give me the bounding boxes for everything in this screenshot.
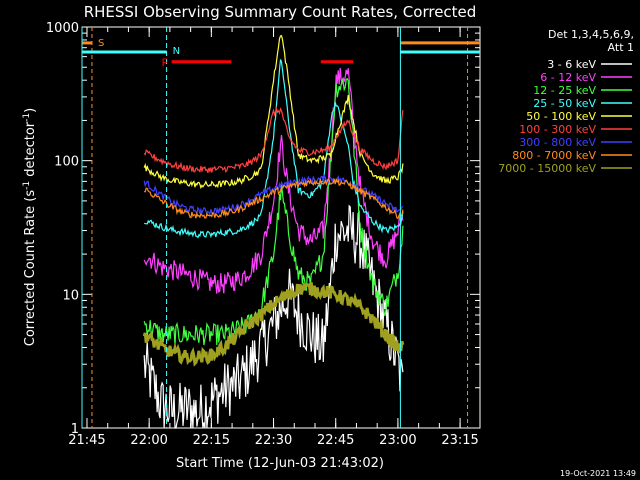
y-axis-label: Corrected Count Rate (s-1 detector-1) (22, 108, 38, 346)
y-tick-label: 1 (71, 422, 79, 437)
series-line (143, 204, 404, 429)
x-tick-label: 22:00 (130, 433, 167, 448)
series-layer (142, 34, 405, 429)
y-axis-label-part: -1 (22, 113, 32, 122)
y-tick-label: 100 (54, 155, 79, 170)
chart-title: RHESSI Observing Summary Count Rates, Co… (84, 3, 477, 21)
x-axis-label: Start Time (12-Jun-03 21:43:02) (176, 456, 384, 471)
series-line (143, 77, 404, 346)
series-line (143, 105, 404, 174)
legend-entry: 25 - 50 keV (533, 97, 596, 110)
x-tick-label: 23:15 (441, 433, 478, 448)
y-axis-label-part: detector (23, 121, 38, 181)
y-axis-label-part: Corrected Count Rate (s (23, 190, 38, 347)
y-tick-label: 1000 (46, 21, 79, 36)
legend-entry: 7000 - 15000 keV (498, 162, 596, 175)
series-line (142, 281, 405, 367)
x-tick-label: 21:45 (68, 433, 105, 448)
x-tick-label: 22:15 (193, 433, 230, 448)
plot-axes: 1 10 100 1000 21:45 22:00 22:15 22:30 22:45 23:00… (46, 21, 481, 448)
x-tick-label: 22:30 (255, 433, 292, 448)
legend-header: Att 1 (608, 41, 634, 54)
y-tick-label: 10 (62, 288, 79, 303)
series-line (144, 59, 404, 239)
y-axis-label-part: -1 (22, 181, 32, 190)
series-line (144, 177, 404, 220)
night-label: N (173, 46, 180, 57)
legend-entry: 300 - 800 keV (519, 136, 596, 149)
legend-entry: 3 - 6 keV (547, 58, 596, 71)
flare-label: F (162, 57, 168, 70)
legend-entry: 50 - 100 keV (526, 110, 596, 123)
legend-entry: 100 - 300 keV (519, 123, 596, 136)
legend-entry: 12 - 25 keV (533, 84, 596, 97)
saa-label: S (98, 38, 104, 49)
legend-entry: 6 - 12 keV (540, 71, 596, 84)
series-line (143, 34, 404, 190)
series-line (143, 67, 404, 294)
annotation-layer: S NF (81, 27, 480, 428)
x-tick-label: 22:45 (317, 433, 354, 448)
legend-header: Det 1,3,4,5,6,9, (548, 28, 634, 41)
legend-entry: 800 - 7000 keV (512, 149, 596, 162)
timestamp: 19-Oct-2021 13:49 (560, 469, 636, 478)
x-tick-label: 23:00 (379, 433, 416, 448)
y-axis-label-part: ) (23, 108, 38, 113)
